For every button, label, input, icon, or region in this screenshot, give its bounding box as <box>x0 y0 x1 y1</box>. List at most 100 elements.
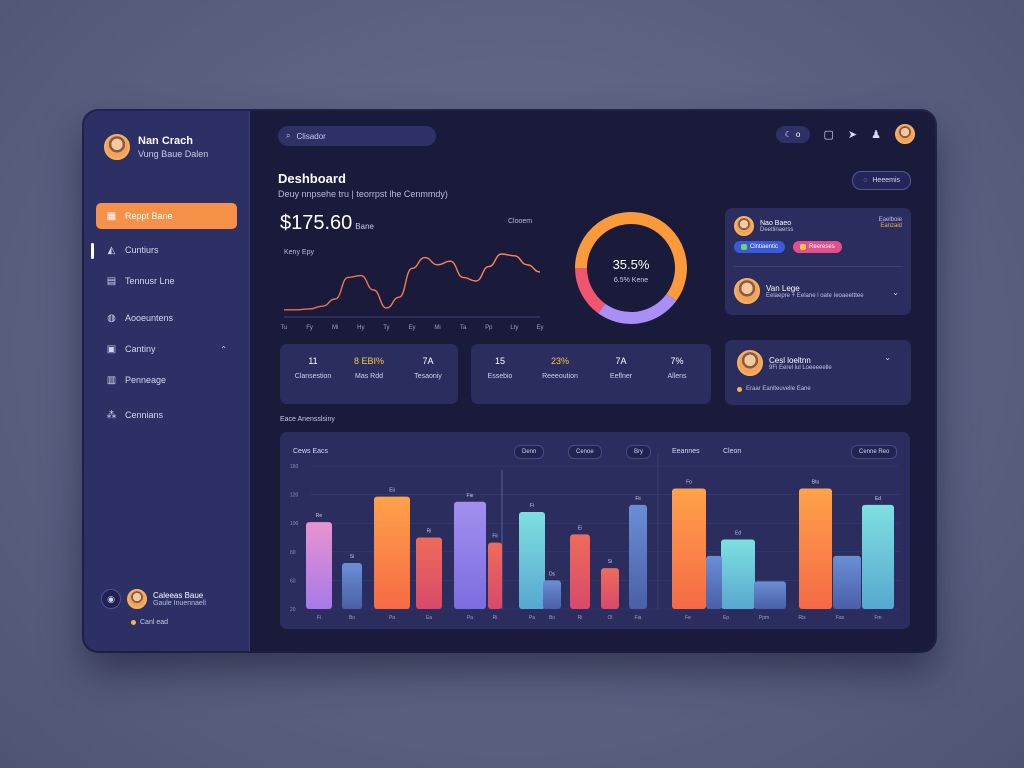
stat-item: 11 Clansestion <box>288 356 338 380</box>
panel-user-name: Nao Baeo <box>760 219 792 227</box>
stat-value: 15 <box>494 356 505 366</box>
moon-icon: ☾ <box>784 129 792 139</box>
stat-value: 7A <box>422 356 434 366</box>
list-icon: ▤ <box>106 275 117 287</box>
stat-item: 7A Eeflner <box>596 356 646 380</box>
bar-value-label: Re <box>316 513 323 519</box>
y-tick-label: 120 <box>290 493 299 499</box>
x-tick-label: Ty <box>383 325 389 331</box>
stats-card-a: 11 Clansestion 8 EBI% Mas Rdd 7A Tesaoni… <box>280 344 458 404</box>
chart-icon: ◭ <box>107 244 116 256</box>
chip-pink[interactable]: Reereses <box>793 241 842 253</box>
main-content: ⌕ Clisador ☾ o ▢ ➤ ♟ Deshboard Deuy nnps… <box>250 111 935 651</box>
chip-blue[interactable]: Clntiaentic <box>734 241 786 253</box>
x-tick-label: Pa <box>467 615 473 621</box>
contact-name: Cesl loeltnn <box>769 355 811 365</box>
bar-value-label: Fii <box>635 496 640 502</box>
x-tick-label: Ta <box>460 325 467 331</box>
status-dot-icon <box>131 620 136 625</box>
x-tick-label: Fe <box>685 615 691 621</box>
panel-user2-sub: Eelaepre + Eelane l oate Ieoaeetttee <box>766 292 864 299</box>
app-window: Nan Crach Vung Baue Dalen ▦ Reppt Bane ◭… <box>84 111 935 651</box>
x-tick-label: Pp <box>485 325 493 331</box>
line-chart-legend: Clooem <box>508 218 533 225</box>
sidebar-item-3[interactable]: ◍ Aooeuntens <box>96 305 237 331</box>
divider <box>733 266 903 267</box>
stat-label: Essebio <box>487 373 513 380</box>
stat-value: 7% <box>670 356 684 366</box>
x-tick-label: Bo <box>549 615 555 621</box>
x-tick-label: Tu <box>281 325 288 331</box>
y-tick-label: 80 <box>290 550 296 556</box>
filter-pill[interactable]: Cenne Reo <box>851 445 898 459</box>
bar-secondary <box>833 555 861 609</box>
price-value: $175.60 Bane <box>280 212 374 235</box>
sidebar-item-label: Reppt Bane <box>125 211 173 221</box>
bar-secondary <box>706 555 722 609</box>
stat-label: Tesaoniy <box>414 373 442 380</box>
stat-value: 23% <box>550 356 569 366</box>
chevron-down-icon[interactable]: ⌄ <box>884 353 891 362</box>
profile-icon[interactable]: ♟ <box>871 128 881 141</box>
contact-row[interactable]: Cesl loeltnn 9Fi Eerel lul Loeeeeelle <box>737 350 832 376</box>
filter-pill[interactable]: Bry <box>626 445 651 459</box>
bar <box>862 504 894 609</box>
contact-footer-text: Eraar Eanlteuvelle Eane <box>746 386 811 392</box>
message-icon[interactable]: ▢ <box>823 128 834 141</box>
stat-item: 15 Essebio <box>475 356 525 380</box>
filter-pill[interactable]: Denn <box>514 445 545 459</box>
chevron-down-icon[interactable]: ⌄ <box>892 288 899 297</box>
header-action-button[interactable]: ◌ Heeemis <box>852 171 911 190</box>
bar <box>570 534 590 609</box>
x-tick-label: Pa <box>389 615 395 621</box>
footer-user-subtitle: Gaule Inuennaell <box>153 600 206 607</box>
bar <box>543 580 561 609</box>
bar-value-label: Fii <box>492 534 497 540</box>
user-icon: ◍ <box>107 312 116 324</box>
sidebar-nav: ▦ Reppt Bane ◭ Cuntiurs ▤ Tennusr Lne ◍ … <box>91 203 237 433</box>
sidebar-item-2[interactable]: ▤ Tennusr Lne <box>96 268 237 294</box>
panel-user2-name: Van Lege <box>766 283 800 293</box>
bar <box>416 537 442 609</box>
line-chart-label: Keny Epy <box>284 249 314 256</box>
contact-footer: Eraar Eanlteuvelle Eane <box>737 386 811 392</box>
search-icon: ⌕ <box>286 131 291 140</box>
panel-user-row[interactable]: Nao Baeo Deetlinaerss <box>734 216 793 236</box>
bar-value-label: Si <box>350 554 354 560</box>
contact-sub: 9Fi Eerel lul Loeeeeelle <box>769 364 832 371</box>
line-series <box>284 253 541 311</box>
logout-link[interactable]: Canl ead <box>131 619 206 626</box>
bar-chart-card: Cews Eacs Denn Cenoe Bry Eeannes Cleon C… <box>280 432 910 629</box>
stat-label: Clansestion <box>294 373 332 380</box>
sidebar-item-6[interactable]: ⁂ Cennians <box>96 402 237 428</box>
status-dot-icon <box>737 386 742 392</box>
bar <box>799 488 832 609</box>
donut-center-sub: 6.5% Kene <box>613 277 649 284</box>
stat-item: 7% Allens <box>652 356 702 380</box>
chevron-up-icon[interactable]: ⌃ <box>220 344 227 354</box>
refresh-icon: ◌ <box>863 177 868 184</box>
stat-item: 7A Tesaoniy <box>403 356 453 380</box>
search-input[interactable]: ⌕ Clisador <box>278 126 436 146</box>
panel-user2-row[interactable]: Van Lege Eelaepre + Eelane l oate Ieoaee… <box>734 278 864 304</box>
sidebar-user[interactable]: Nan Crach Vung Baue Dalen <box>104 134 208 160</box>
bar-value-label: Ed <box>875 496 881 502</box>
stat-label: Reeeoution <box>542 373 578 380</box>
sidebar-item-1[interactable]: ◭ Cuntiurs <box>91 237 237 263</box>
sidebar-item-5[interactable]: ▥ Penneage <box>96 367 237 393</box>
filter-pill[interactable]: Cenoe <box>568 445 602 459</box>
x-tick-label: Ris <box>798 615 806 621</box>
top-avatar[interactable] <box>895 124 915 144</box>
bar-section-title: Eace Anensslsiny <box>280 416 335 423</box>
theme-toggle[interactable]: ☾ o <box>775 125 810 143</box>
y-tick-label: 20 <box>290 607 296 613</box>
send-icon[interactable]: ➤ <box>847 128 858 141</box>
sidebar-item-0[interactable]: ▦ Reppt Bane <box>96 203 237 229</box>
logout-label: Canl ead <box>140 619 169 626</box>
sidebar-item-4[interactable]: ▣ Cantiny ⌃ <box>96 336 237 362</box>
bar <box>488 542 502 609</box>
donut-center-value: 35.5% <box>612 257 650 272</box>
stat-item: 8 EBI% Mas Rdd <box>344 356 394 380</box>
help-icon[interactable]: ◉ <box>101 589 121 609</box>
footer-avatar <box>127 589 147 609</box>
